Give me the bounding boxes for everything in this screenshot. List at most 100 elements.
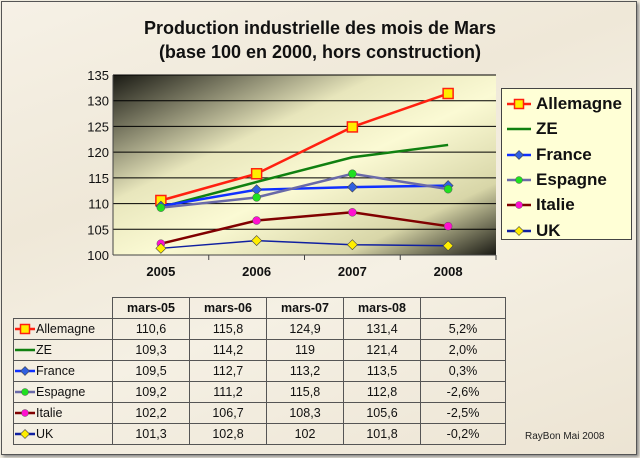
table-cell: 108,3	[266, 402, 344, 424]
data-point-allemagne	[250, 167, 263, 180]
table-cell: 112,7	[189, 360, 267, 382]
data-point-france	[346, 181, 358, 193]
legend-marker	[515, 176, 523, 184]
chart-title: Production industrielle des mois de Mars	[143, 18, 497, 38]
table-cell: 114,2	[189, 339, 267, 361]
legend: Allemagne ZE France Espagne Italie UK	[501, 88, 632, 240]
legend-item-ze: ZE	[506, 116, 558, 142]
x-tick-label: 2006	[242, 264, 271, 279]
plot-area	[113, 75, 496, 255]
table-cell: 101,8	[343, 423, 421, 445]
table-cell: 102,2	[112, 402, 190, 424]
table-cell: 102	[266, 423, 344, 445]
table-cell: 110,6	[112, 318, 190, 340]
legend-marker	[514, 225, 524, 236]
legend-symbol-italie	[507, 201, 531, 209]
table-cell: 124,9	[266, 318, 344, 340]
data-point-espagne	[252, 193, 261, 202]
row-label: UK	[13, 423, 113, 445]
row-label-text: Espagne	[36, 384, 86, 399]
table-cell: 106,7	[189, 402, 267, 424]
table-row: Allemagne 110,6 115,8 124,9 131,4 5,2%	[13, 318, 506, 340]
legend-label: France	[536, 144, 592, 164]
table-row: UK 101,3 102,8 102 101,8 -0,2%	[13, 423, 506, 445]
legend-symbol-uk	[15, 429, 35, 440]
series-line-france	[160, 184, 449, 208]
credit-text: RayBon Mai 2008	[525, 431, 605, 442]
legend-symbol-ze	[15, 349, 35, 352]
legend-item-espagne: Espagne	[506, 167, 607, 193]
table-cell: 113,5	[343, 360, 421, 382]
data-point-uk	[346, 239, 358, 251]
table-cell: 131,4	[343, 318, 421, 340]
table-cell: 111,2	[189, 381, 267, 403]
row-label: Espagne	[13, 381, 113, 403]
change-cell: 0,3%	[420, 360, 506, 382]
series-line-italie	[160, 211, 449, 245]
y-tick-label: 115	[88, 171, 109, 186]
row-label: Allemagne	[13, 318, 113, 340]
data-point-allemagne	[346, 121, 359, 133]
x-tick-label: 2008	[434, 264, 463, 279]
change-cell: -0,2%	[420, 423, 506, 445]
row-label-text: Allemagne	[36, 321, 96, 336]
row-label: ZE	[13, 339, 113, 361]
table-cell: 115,8	[189, 318, 267, 340]
table-corner	[14, 298, 113, 319]
legend-symbol-uk	[507, 225, 531, 236]
series-line-ze	[160, 143, 449, 209]
legend-symbol-france	[15, 366, 35, 377]
y-tick-label: 105	[87, 222, 109, 237]
legend-marker	[20, 429, 30, 440]
table-row: France 109,5 112,7 113,2 113,5 0,3%	[13, 360, 506, 382]
column-header: mars-05	[112, 297, 190, 319]
change-cell: -2,5%	[420, 402, 506, 424]
table-cell: 105,6	[343, 402, 421, 424]
legend-marker	[21, 409, 29, 418]
table-cell: 109,2	[112, 381, 190, 403]
series-line-espagne	[160, 172, 449, 209]
table-cell: 109,3	[112, 339, 190, 361]
legend-symbol-france	[507, 149, 531, 160]
table-cell: 121,4	[343, 339, 421, 361]
table-cell: 101,3	[112, 423, 190, 445]
row-label: Italie	[13, 402, 113, 424]
legend-symbol-ze	[507, 128, 531, 131]
legend-label: Italie	[536, 195, 575, 215]
row-label-text: France	[36, 363, 75, 378]
data-table: mars-05 mars-06 mars-07 mars-08 Allemagne 110…	[13, 297, 506, 445]
legend-label: UK	[536, 220, 561, 240]
legend-symbol-espagne	[15, 388, 35, 397]
data-point-espagne	[348, 169, 357, 178]
legend-item-uk: UK	[506, 218, 561, 244]
legend-item-france: France	[506, 142, 592, 168]
column-header: mars-07	[266, 297, 344, 319]
x-tick-label: 2005	[146, 264, 175, 279]
legend-label: Espagne	[536, 169, 607, 189]
y-tick-label: 125	[87, 119, 109, 134]
data-point-uk	[442, 240, 454, 252]
row-label-text: UK	[36, 426, 54, 441]
data-point-uk	[155, 242, 167, 254]
series-line-allemagne	[160, 92, 449, 202]
legend-item-allemagne: Allemagne	[506, 91, 622, 117]
change-cell: 5,2%	[420, 318, 506, 340]
legend-symbol-espagne	[507, 176, 531, 184]
row-label: France	[13, 360, 113, 382]
table-cell: 113,2	[266, 360, 344, 382]
legend-label: Allemagne	[536, 94, 622, 113]
column-header: mars-06	[189, 297, 267, 319]
y-tick-label: 120	[87, 145, 109, 160]
y-tick-label: 110	[88, 197, 109, 212]
row-label-text: Italie	[36, 405, 63, 420]
legend-marker	[514, 149, 524, 160]
row-label-text: ZE	[36, 342, 52, 357]
legend-marker	[20, 366, 30, 377]
legend-symbol-allemagne	[15, 324, 35, 335]
data-point-italie	[348, 208, 357, 217]
x-tick-label: 2007	[338, 264, 367, 279]
legend-marker	[513, 98, 525, 110]
y-tick-label: 130	[87, 94, 109, 109]
legend-marker	[19, 324, 31, 335]
data-point-allemagne	[442, 87, 454, 100]
